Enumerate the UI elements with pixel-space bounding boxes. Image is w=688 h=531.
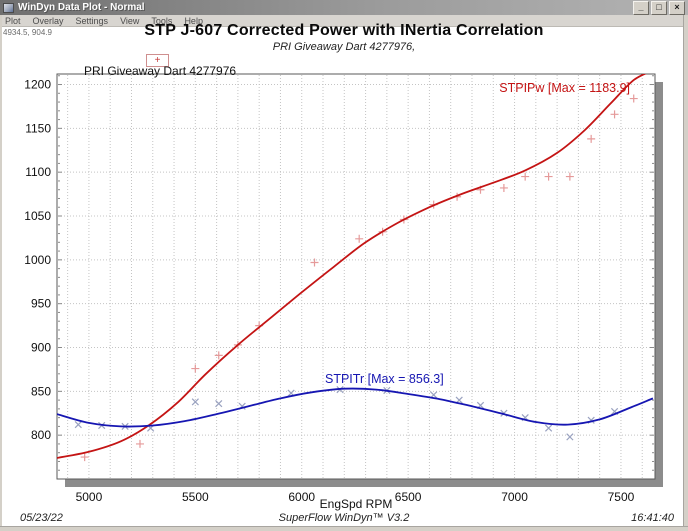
x-tick-label: 7000 [501,490,528,504]
stpitr-data-marker [566,433,574,441]
cursor-coordinate-readout: 4934.5, 904.9 [3,28,52,37]
stpipw-annotation: STPIPw [Max = 1183.9] [499,81,630,95]
stpitr-data-marker [215,399,223,408]
stpipw-data-marker [214,351,223,360]
y-tick-label: 1150 [25,121,51,135]
minimize-button[interactable]: _ [633,0,649,15]
y-tick-label: 1050 [24,209,51,223]
legend-label: PRI Giveaway Dart 4277976 [84,64,237,78]
x-tick-label: 6000 [288,490,315,504]
x-axis-label: EngSpd RPM [319,497,393,511]
stpipw-data-marker [135,439,144,448]
plot-frame [56,73,656,480]
status-footer: 05/23/22 SuperFlow WinDyn™ V3.2 16:41:40 [0,512,688,526]
stpitr-annotation: STPITr [Max = 856.3] [325,372,444,386]
stpitr-data-marker [74,421,82,429]
y-tick-label: 850 [31,384,51,398]
legend-marker-box: + [146,54,169,67]
stpipw-data-marker [565,172,574,181]
y-tick-label: 950 [31,297,51,311]
y-tick-label: 800 [31,428,51,442]
y-tick-label: 900 [31,341,51,355]
window-border-bottom [0,526,688,531]
y-tick-label: 1000 [24,253,51,267]
menu-overlay[interactable]: Overlay [32,15,64,26]
stpipw-curve [57,74,647,459]
menu-bar: Plot Overlay Settings View Tools Help [0,15,688,27]
stpipw-data-marker [610,110,619,119]
title-bar[interactable]: WinDyn Data Plot - Normal _ □ × [0,0,688,15]
menu-settings[interactable]: Settings [75,15,109,26]
stpitr-data-marker [544,424,553,432]
close-button[interactable]: × [669,0,685,15]
stpipw-data-marker [355,234,364,243]
plus-marker-icon: + [154,55,161,66]
x-tick-label: 5500 [182,490,209,504]
stpitr-data-marker [191,398,199,406]
footer-version: SuperFlow WinDyn™ V3.2 [278,512,410,524]
menu-view[interactable]: View [120,15,140,26]
stpipw-data-marker [499,183,508,192]
menu-help[interactable]: Help [184,15,203,26]
y-tick-label: 1100 [25,165,51,179]
stpipw-data-marker [191,364,200,373]
menu-plot[interactable]: Plot [5,15,21,26]
chart-canvas[interactable]: STPIPw [Max = 1183.9] STPITr [Max = 856.3… [0,50,688,510]
stpipw-data-marker [80,453,89,462]
app-icon [3,2,14,13]
footer-date: 05/23/22 [20,512,63,524]
window-title: WinDyn Data Plot - Normal [18,2,145,13]
menu-tools[interactable]: Tools [151,15,173,26]
maximize-button[interactable]: □ [651,0,667,15]
stpipw-data-marker [629,94,638,103]
stpipw-data-marker [521,172,530,181]
stpitr-curve [57,387,654,428]
x-tick-label: 5000 [76,490,103,504]
window-border-left [0,15,2,531]
stpipw-data-marker [544,172,553,181]
footer-time: 16:41:40 [631,512,674,524]
x-tick-label: 7500 [608,490,635,504]
window-border-right [683,15,688,531]
stpipw-data-marker [587,134,596,143]
chart-subtitle: PRI Giveaway Dart 4277976, [272,41,416,53]
x-tick-label: 6500 [395,490,422,504]
chart-title: STP J-607 Corrected Power with INertia C… [144,22,544,39]
y-tick-label: 1200 [24,78,51,92]
stpipw-data-marker [310,258,319,267]
